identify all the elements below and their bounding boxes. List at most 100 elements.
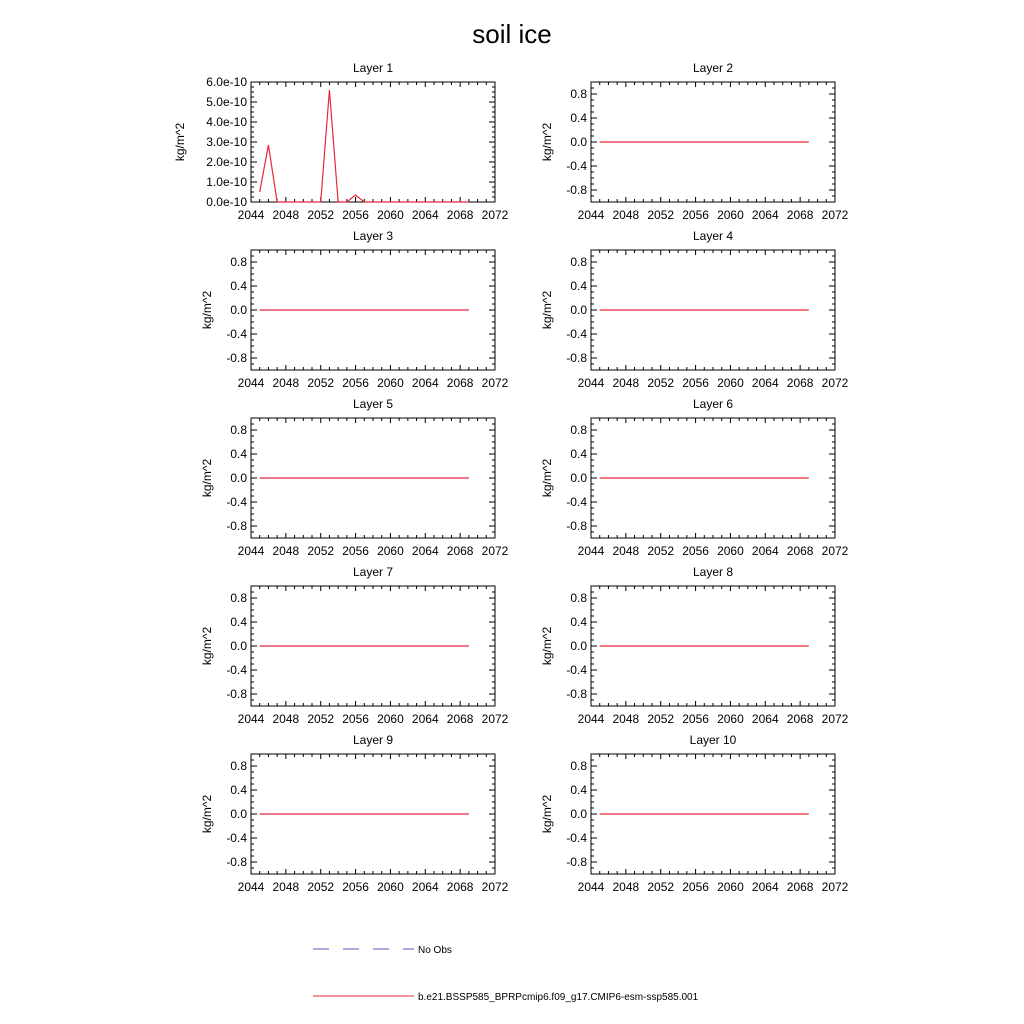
panel-title: Layer 6 — [693, 397, 733, 411]
y-axis-label: kg/m^2 — [200, 459, 214, 498]
x-tick-label: 2064 — [412, 544, 439, 558]
y-tick-label: 0.0 — [570, 807, 587, 821]
x-tick-label: 2068 — [787, 208, 814, 222]
y-tick-label: -0.8 — [226, 351, 247, 365]
x-tick-label: 2056 — [682, 208, 709, 222]
x-tick-label: 2060 — [377, 544, 404, 558]
y-axis-label: kg/m^2 — [540, 459, 554, 498]
panel-title: Layer 1 — [353, 61, 393, 75]
y-tick-label: -0.8 — [226, 687, 247, 701]
x-tick-label: 2064 — [752, 712, 779, 726]
panel-title: Layer 9 — [353, 733, 393, 747]
x-tick-label: 2064 — [412, 376, 439, 390]
x-tick-label: 2072 — [482, 712, 509, 726]
y-tick-label: 0.0 — [570, 471, 587, 485]
y-tick-label: 0.8 — [570, 591, 587, 605]
panel-layer-1: Layer 1 2044 2048 2052 2056 2060 2064 2068 2072 0… — [173, 61, 509, 222]
y-tick-label: -0.8 — [566, 687, 587, 701]
x-tick-label: 2060 — [717, 712, 744, 726]
panel-layer-7: Layer 7 2044 2048 2052 2056 2060 2064 2068 2072 -… — [200, 565, 509, 726]
y-tick-label: 0.8 — [230, 591, 247, 605]
y-tick-label: 0.4 — [230, 447, 247, 461]
y-axis-label: kg/m^2 — [540, 627, 554, 666]
panel-title: Layer 10 — [690, 733, 737, 747]
panel-layer-10: Layer 10 2044 2048 2052 2056 2060 2064 2068 2072… — [540, 733, 849, 894]
y-axis-label: kg/m^2 — [200, 291, 214, 330]
y-tick-label: 0.4 — [570, 783, 587, 797]
y-tick-label: -0.4 — [566, 495, 587, 509]
x-tick-label: 2060 — [377, 880, 404, 894]
x-tick-label: 2056 — [682, 376, 709, 390]
panel-layer-3: Layer 3 2044 2048 2052 2056 2060 2064 2068 2072 -… — [200, 229, 509, 390]
y-tick-label: 0.4 — [570, 279, 587, 293]
x-tick-label: 2072 — [482, 880, 509, 894]
y-tick-label: 0.4 — [230, 615, 247, 629]
y-tick-label: 0.0 — [230, 303, 247, 317]
x-tick-label: 2044 — [578, 376, 605, 390]
x-tick-label: 2056 — [682, 880, 709, 894]
legend-label-1: No Obs — [418, 945, 452, 956]
x-tick-label: 2052 — [307, 880, 334, 894]
figure-title: soil ice — [472, 19, 551, 49]
y-tick-label: 0.8 — [230, 423, 247, 437]
x-tick-label: 2052 — [647, 376, 674, 390]
y-tick-label: 0.0 — [570, 135, 587, 149]
x-tick-label: 2044 — [238, 208, 265, 222]
x-tick-label: 2044 — [578, 208, 605, 222]
y-tick-label: -0.4 — [226, 327, 247, 341]
x-tick-label: 2052 — [307, 376, 334, 390]
x-tick-label: 2048 — [613, 208, 640, 222]
y-tick-label: 0.8 — [230, 759, 247, 773]
y-tick-label: 4.0e-10 — [206, 115, 247, 129]
x-tick-label: 2064 — [412, 208, 439, 222]
y-tick-label: 0.8 — [570, 759, 587, 773]
x-tick-label: 2068 — [447, 712, 474, 726]
x-tick-label: 2048 — [273, 208, 300, 222]
x-tick-label: 2048 — [613, 712, 640, 726]
plot-frame — [250, 81, 496, 203]
y-axis-label: kg/m^2 — [540, 795, 554, 834]
y-tick-label: -0.4 — [566, 327, 587, 341]
x-tick-label: 2056 — [342, 208, 369, 222]
x-tick-label: 2044 — [578, 880, 605, 894]
y-tick-label: -0.4 — [226, 831, 247, 845]
panel-title: Layer 8 — [693, 565, 733, 579]
x-tick-label: 2048 — [613, 376, 640, 390]
x-tick-label: 2068 — [787, 544, 814, 558]
x-tick-label: 2068 — [447, 208, 474, 222]
y-tick-label: -0.8 — [566, 519, 587, 533]
x-tick-label: 2048 — [613, 880, 640, 894]
legend-label-2: b.e21.BSSP585_BPRPcmip6.f09_g17.CMIP6-es… — [418, 992, 699, 1003]
y-axis-label: kg/m^2 — [173, 123, 187, 162]
y-tick-label: -0.4 — [566, 159, 587, 173]
panel-layer-6: Layer 6 2044 2048 2052 2056 2060 2064 2068 2072 -… — [540, 397, 849, 558]
x-tick-label: 2048 — [613, 544, 640, 558]
y-tick-label: -0.4 — [566, 663, 587, 677]
y-axis-label: kg/m^2 — [540, 123, 554, 162]
x-tick-label: 2052 — [647, 880, 674, 894]
y-tick-label: -0.4 — [566, 831, 587, 845]
x-tick-label: 2072 — [822, 208, 849, 222]
y-tick-label: 0.0 — [570, 639, 587, 653]
y-tick-label: 6.0e-10 — [206, 75, 247, 89]
x-tick-label: 2068 — [787, 712, 814, 726]
x-tick-label: 2064 — [752, 208, 779, 222]
y-axis-label: kg/m^2 — [200, 795, 214, 834]
x-tick-label: 2056 — [342, 376, 369, 390]
x-tick-label: 2068 — [447, 880, 474, 894]
y-tick-label: 0.0 — [230, 471, 247, 485]
y-tick-label: 0.8 — [230, 255, 247, 269]
x-tick-label: 2068 — [787, 880, 814, 894]
x-tick-label: 2072 — [822, 544, 849, 558]
x-tick-label: 2064 — [752, 880, 779, 894]
x-tick-label: 2072 — [482, 208, 509, 222]
x-tick-label: 2056 — [342, 544, 369, 558]
y-tick-label: 0.8 — [570, 87, 587, 101]
x-tick-label: 2072 — [822, 712, 849, 726]
panel-grid: Layer 1 2044 2048 2052 2056 2060 2064 2068 2072 0… — [173, 61, 849, 894]
panel-layer-5: Layer 5 2044 2048 2052 2056 2060 2064 2068 2072 -… — [200, 397, 509, 558]
x-tick-label: 2064 — [412, 880, 439, 894]
x-tick-label: 2072 — [822, 880, 849, 894]
y-tick-label: 0.0 — [230, 807, 247, 821]
x-tick-label: 2060 — [377, 208, 404, 222]
